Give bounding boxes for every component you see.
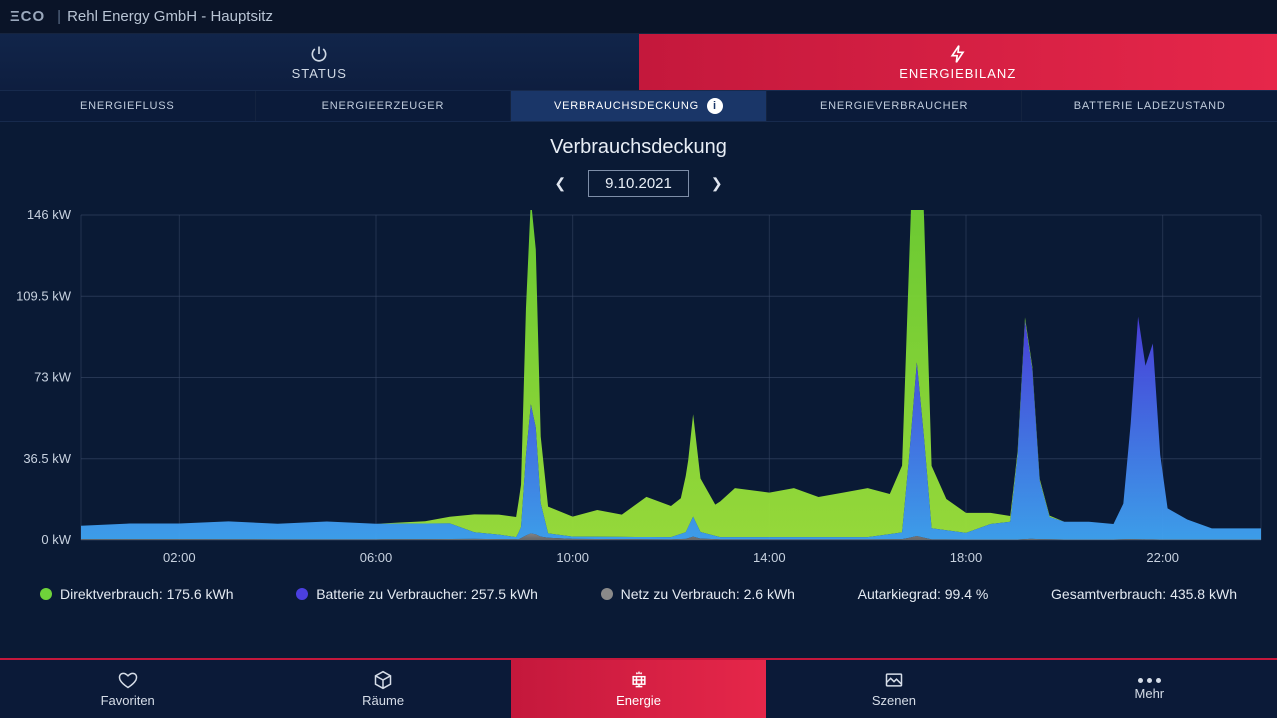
more-icon (1138, 678, 1161, 683)
nav-raeume[interactable]: Räume (255, 660, 510, 718)
date-navigator: ❮ 9.10.2021 ❯ (0, 169, 1277, 198)
nav-favoriten[interactable]: Favoriten (0, 660, 255, 718)
nav-energie[interactable]: Energie (511, 660, 766, 718)
solar-icon (629, 670, 649, 690)
legend-netz: Netz zu Verbrauch: 2.6 kWh (601, 586, 795, 602)
tab-status[interactable]: STATUS (0, 34, 639, 90)
tab-energiebilanz-label: ENERGIEBILANZ (899, 66, 1016, 81)
logo-text: ΞCO (10, 8, 45, 25)
nav-mehr[interactable]: Mehr (1022, 660, 1277, 718)
subtab-label: ENERGIEERZEUGER (322, 100, 445, 112)
chart-legend: Direktverbrauch: 175.6 kWh Batterie zu V… (0, 570, 1277, 602)
nav-label: Energie (616, 693, 661, 708)
prev-day-button[interactable]: ❮ (548, 169, 572, 198)
svg-text:73 kW: 73 kW (34, 370, 72, 385)
next-day-button[interactable]: ❯ (705, 169, 729, 198)
nav-label: Räume (362, 693, 404, 708)
svg-text:06:00: 06:00 (360, 550, 393, 565)
legend-label: Autarkiegrad: 99.4 % (858, 586, 989, 602)
legend-dot (601, 588, 613, 600)
page-title: Verbrauchsdeckung (0, 136, 1277, 159)
subtab-verbrauchsdeckung[interactable]: VERBRAUCHSDECKUNG i (511, 91, 767, 121)
nav-label: Favoriten (101, 693, 155, 708)
legend-gesamt: Gesamtverbrauch: 435.8 kWh (1051, 586, 1237, 602)
info-icon[interactable]: i (707, 98, 723, 114)
legend-label: Batterie zu Verbraucher: 257.5 kWh (316, 586, 538, 602)
nav-label: Szenen (872, 693, 916, 708)
subtab-energieverbraucher[interactable]: ENERGIEVERBRAUCHER (767, 91, 1023, 121)
image-icon (884, 670, 904, 690)
bolt-icon (948, 44, 968, 64)
tab-energiebilanz[interactable]: ENERGIEBILANZ (639, 34, 1277, 90)
title-separator: | (57, 8, 61, 25)
nav-szenen[interactable]: Szenen (766, 660, 1021, 718)
subtab-label: VERBRAUCHSDECKUNG (554, 100, 699, 112)
cube-icon (373, 670, 393, 690)
legend-dot (40, 588, 52, 600)
svg-text:0 kW: 0 kW (41, 532, 71, 547)
svg-text:18:00: 18:00 (950, 550, 983, 565)
legend-label: Gesamtverbrauch: 435.8 kWh (1051, 586, 1237, 602)
svg-text:02:00: 02:00 (163, 550, 196, 565)
svg-text:22:00: 22:00 (1146, 550, 1179, 565)
subtab-label: BATTERIE LADEZUSTAND (1074, 100, 1226, 112)
subtab-label: ENERGIEFLUSS (80, 100, 175, 112)
svg-text:36.5 kW: 36.5 kW (23, 451, 71, 466)
legend-direktverbrauch: Direktverbrauch: 175.6 kWh (40, 586, 234, 602)
svg-text:14:00: 14:00 (753, 550, 786, 565)
legend-dot (296, 588, 308, 600)
primary-tabs: STATUS ENERGIEBILANZ (0, 34, 1277, 90)
svg-text:146 kW: 146 kW (27, 210, 72, 222)
legend-label: Direktverbrauch: 175.6 kWh (60, 586, 234, 602)
legend-autarkie: Autarkiegrad: 99.4 % (858, 586, 989, 602)
date-display[interactable]: 9.10.2021 (588, 170, 689, 197)
legend-label: Netz zu Verbrauch: 2.6 kWh (621, 586, 795, 602)
subtab-batterie-ladezustand[interactable]: BATTERIE LADEZUSTAND (1022, 91, 1277, 121)
bottom-nav: Favoriten Räume Energie Szenen Mehr (0, 658, 1277, 718)
tab-status-label: STATUS (292, 66, 347, 81)
nav-label: Mehr (1135, 686, 1165, 701)
heart-icon (118, 670, 138, 690)
power-icon (309, 44, 329, 64)
svg-text:109.5 kW: 109.5 kW (16, 288, 72, 303)
secondary-tabs: ENERGIEFLUSS ENERGIEERZEUGER VERBRAUCHSD… (0, 90, 1277, 122)
subtab-label: ENERGIEVERBRAUCHER (820, 100, 968, 112)
subtab-energiefluss[interactable]: ENERGIEFLUSS (0, 91, 256, 121)
site-title: Rehl Energy GmbH - Hauptsitz (67, 8, 273, 25)
subtab-energieerzeuger[interactable]: ENERGIEERZEUGER (256, 91, 512, 121)
title-bar: ΞCO | Rehl Energy GmbH - Hauptsitz (0, 0, 1277, 34)
consumption-chart: 0 kW 36.5 kW 73 kW 109.5 kW 146 kW 02:00 06:00… (11, 210, 1266, 570)
svg-text:10:00: 10:00 (556, 550, 589, 565)
chart-svg: 0 kW 36.5 kW 73 kW 109.5 kW 146 kW 02:00 06:00… (11, 210, 1266, 570)
legend-batterie: Batterie zu Verbraucher: 257.5 kWh (296, 586, 538, 602)
